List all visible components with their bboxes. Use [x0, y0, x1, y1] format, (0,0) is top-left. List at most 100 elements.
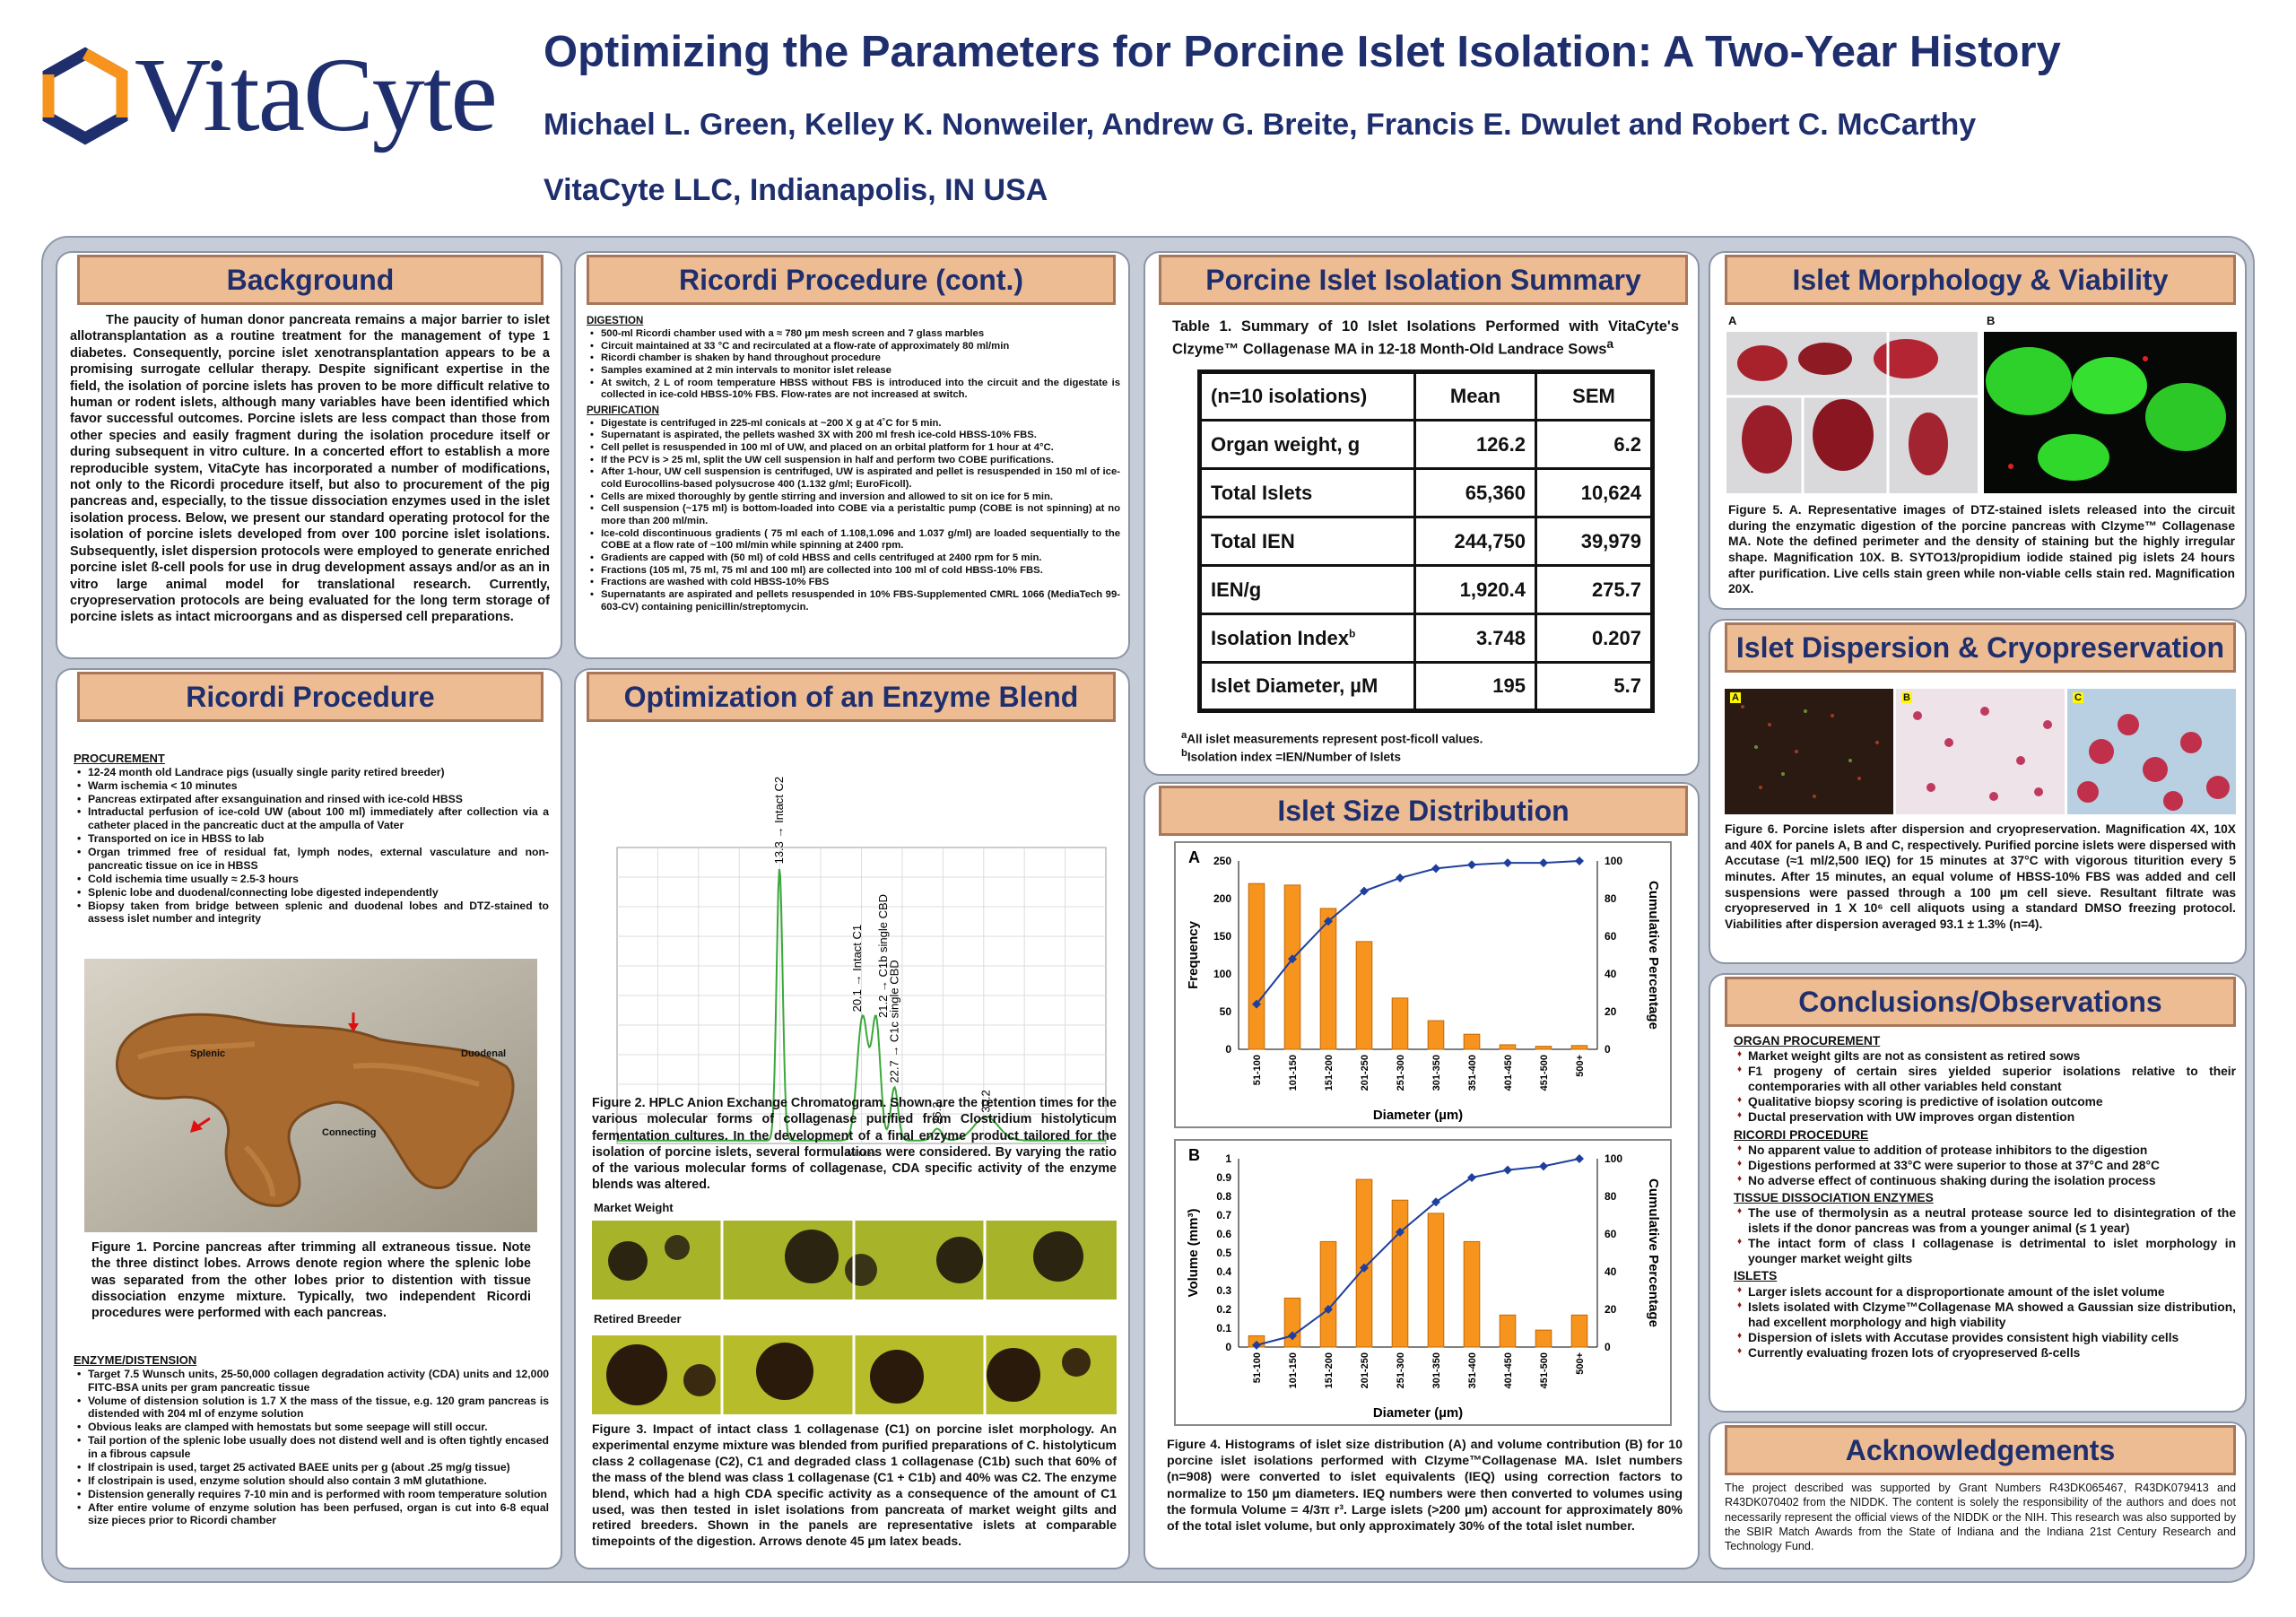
x-tick-label: 351-400: [1467, 1055, 1478, 1091]
cumulative-point: [1396, 1227, 1405, 1237]
panel-letter: A: [1188, 848, 1200, 866]
conclusion-item: No apparent value to addition of proteas…: [1734, 1143, 2236, 1158]
bar: [1248, 882, 1265, 1050]
procurement-item: Biopsy taken from bridge between splenic…: [74, 900, 549, 926]
figure6-caption: Figure 6. Porcine islets after dispersio…: [1725, 822, 2236, 931]
cumulative-line: [1256, 860, 1580, 1005]
row-sem: 39,979: [1535, 516, 1654, 567]
conclusion-section-title: ISLETS: [1734, 1269, 1778, 1283]
y-tick-label: 200: [1213, 892, 1231, 905]
x-tick-label: 201-250: [1360, 1055, 1370, 1091]
y2-tick-label: 60: [1605, 1228, 1617, 1240]
enzyme-item: Tail portion of the splenic lobe usually…: [74, 1434, 549, 1461]
x-tick-label: 101-150: [1288, 1055, 1299, 1091]
y2-tick-label: 80: [1605, 1190, 1617, 1203]
digestion-item: Samples examined at 2 min intervals to m…: [587, 365, 1120, 378]
cumulative-point: [1467, 860, 1476, 870]
duodenal-label: Duodenal: [461, 1048, 507, 1059]
conclusion-section-title: ORGAN PROCUREMENT: [1734, 1034, 1881, 1048]
y-tick-label: 0.5: [1216, 1247, 1231, 1259]
vitacyte-logo: VitaCyte: [36, 30, 502, 165]
y2-tick-label: 40: [1605, 1265, 1617, 1278]
table-row: Islet Diameter, µM 195 5.7: [1198, 661, 1654, 712]
cumulative-point: [1252, 1340, 1261, 1350]
y-tick-label: 0.8: [1216, 1190, 1231, 1203]
retired-breeder-label: Retired Breeder: [594, 1312, 682, 1326]
purification-item: Digestate is centrifuged in 225-ml conic…: [587, 418, 1120, 430]
dtz-islets-image: [1726, 332, 1978, 493]
y-tick-label: 100: [1213, 968, 1231, 980]
y-tick-label: 50: [1220, 1005, 1232, 1018]
bar: [1499, 1044, 1517, 1050]
dispersion-label-c: C: [2073, 692, 2083, 703]
bar: [1427, 1020, 1445, 1050]
bar: [1535, 1046, 1552, 1050]
table-row: Total IEN 244,750 39,979: [1198, 516, 1654, 567]
y-tick-label: 150: [1213, 930, 1231, 943]
procurement-item: Splenic lobe and duodenal/connecting lob…: [74, 886, 549, 900]
ricordi-cont-body: DIGESTION 500-ml Ricordi chamber used wi…: [587, 312, 1120, 613]
ricordi-panel: Ricordi Procedure PROCUREMENT 12-24 mont…: [56, 668, 562, 1569]
purification-item: If the PCV is > 25 ml, split the UW cell…: [587, 455, 1120, 467]
conclusion-item: Currently evaluating frozen lots of cryo…: [1734, 1345, 2236, 1361]
procurement-list: 12-24 month old Landrace pigs (usually s…: [74, 766, 549, 926]
conclusion-item: Ductal preservation with UW improves org…: [1734, 1109, 2236, 1125]
summary-panel: Porcine Islet Isolation Summary Table 1.…: [1144, 251, 1700, 776]
bar: [1535, 1329, 1552, 1348]
y-tick-label: 0.7: [1216, 1209, 1231, 1221]
histogram-a-chart: A 0 50 100 150 200 250 0 20 40 60 80 100 51-100 101-15…: [1186, 848, 1661, 1123]
procurement-item: Pancreas extirpated after exsanguination…: [74, 793, 549, 806]
bar: [1355, 941, 1373, 1050]
cumulative-point: [1539, 858, 1548, 868]
cumulative-point: [1324, 1305, 1333, 1314]
hplc-chromatogram: 13.3 → Intact C2 20.1 → Intact C1 21.2 → C…: [594, 733, 1123, 1163]
y-tick-label: 0: [1225, 1043, 1231, 1056]
bar: [1283, 1297, 1301, 1348]
histogram-b: B 0 0.1 0.2 0.3 0.4 0.5 0.6 0.7 0.8 0.9 1 0 20 40 60 80 1…: [1174, 1139, 1672, 1426]
cumulative-point: [1360, 886, 1369, 896]
enzyme-section: ENZYME/DISTENSION Target 7.5 Wunsch unit…: [74, 1350, 549, 1527]
purification-item: Fractions are washed with cold HBSS-10% …: [587, 577, 1120, 589]
conclusion-section-title: TISSUE DISSOCIATION ENZYMES: [1734, 1190, 1934, 1204]
retired-breeder-images: [592, 1335, 1117, 1414]
cumulative-point: [1431, 864, 1440, 874]
y2-tick-label: 0: [1605, 1341, 1611, 1353]
purification-list: Digestate is centrifuged in 225-ml conic…: [587, 418, 1120, 614]
cumulative-point: [1252, 999, 1261, 1009]
x-tick-label: 251-300: [1396, 1055, 1406, 1091]
conclusion-item: F1 progeny of certain sires yielded supe…: [1734, 1064, 2236, 1094]
x-tick-label: 451-500: [1539, 1055, 1550, 1091]
conclusion-list: No apparent value to addition of proteas…: [1734, 1143, 2236, 1188]
ricordi-cont-panel: Ricordi Procedure (cont.) DIGESTION 500-…: [574, 251, 1130, 659]
y2-tick-label: 0: [1605, 1043, 1611, 1056]
background-heading: Background: [77, 255, 544, 305]
purification-item: Cell suspension (~175 ml) is bottom-load…: [587, 503, 1120, 527]
row-label: Islet Diameter, µM: [1198, 661, 1416, 712]
x-tick-label: 401-450: [1503, 1055, 1514, 1091]
y2-axis-title: Cumulative Percentage: [1646, 881, 1661, 1030]
cumulative-point: [1431, 1197, 1440, 1207]
y-tick-label: 250: [1213, 855, 1231, 867]
background-panel: Background The paucity of human donor pa…: [56, 251, 562, 659]
digestion-item: At switch, 2 L of room temperature HBSS …: [587, 378, 1120, 402]
row-label: Total IEN: [1198, 516, 1416, 567]
enzyme-item: If clostripain is used, target 25 activa…: [74, 1461, 549, 1474]
hplc-x-axis-label: Minutes: [848, 1149, 876, 1158]
digestion-title: DIGESTION: [587, 316, 644, 326]
panel-b-label: B: [1987, 314, 1996, 327]
y2-tick-label: 100: [1605, 855, 1622, 867]
digestion-item: 500-ml Ricordi chamber used with a ≈ 780…: [587, 328, 1120, 341]
x-tick-label: 301-350: [1431, 1055, 1442, 1091]
x-tick-label: 301-350: [1431, 1352, 1442, 1388]
poster-authors: Michael L. Green, Kelley K. Nonweiler, A…: [544, 108, 1977, 142]
conclusion-list: Market weight gilts are not as consisten…: [1734, 1048, 2236, 1125]
digestion-item: Circuit maintained at 33 °C and recircul…: [587, 341, 1120, 353]
summary-heading: Porcine Islet Isolation Summary: [1159, 255, 1688, 305]
enzyme-item: Target 7.5 Wunsch units, 25-50,000 colla…: [74, 1368, 549, 1395]
peak-label: 30.2: [978, 1090, 992, 1112]
x-tick-label: 51-100: [1252, 1352, 1263, 1383]
morphology-panel: Islet Morphology & Viability A B Figure …: [1709, 251, 2247, 610]
row-mean: 3.748: [1413, 613, 1537, 664]
y2-tick-label: 20: [1605, 1005, 1617, 1018]
purification-title: PURIFICATION: [587, 404, 659, 416]
